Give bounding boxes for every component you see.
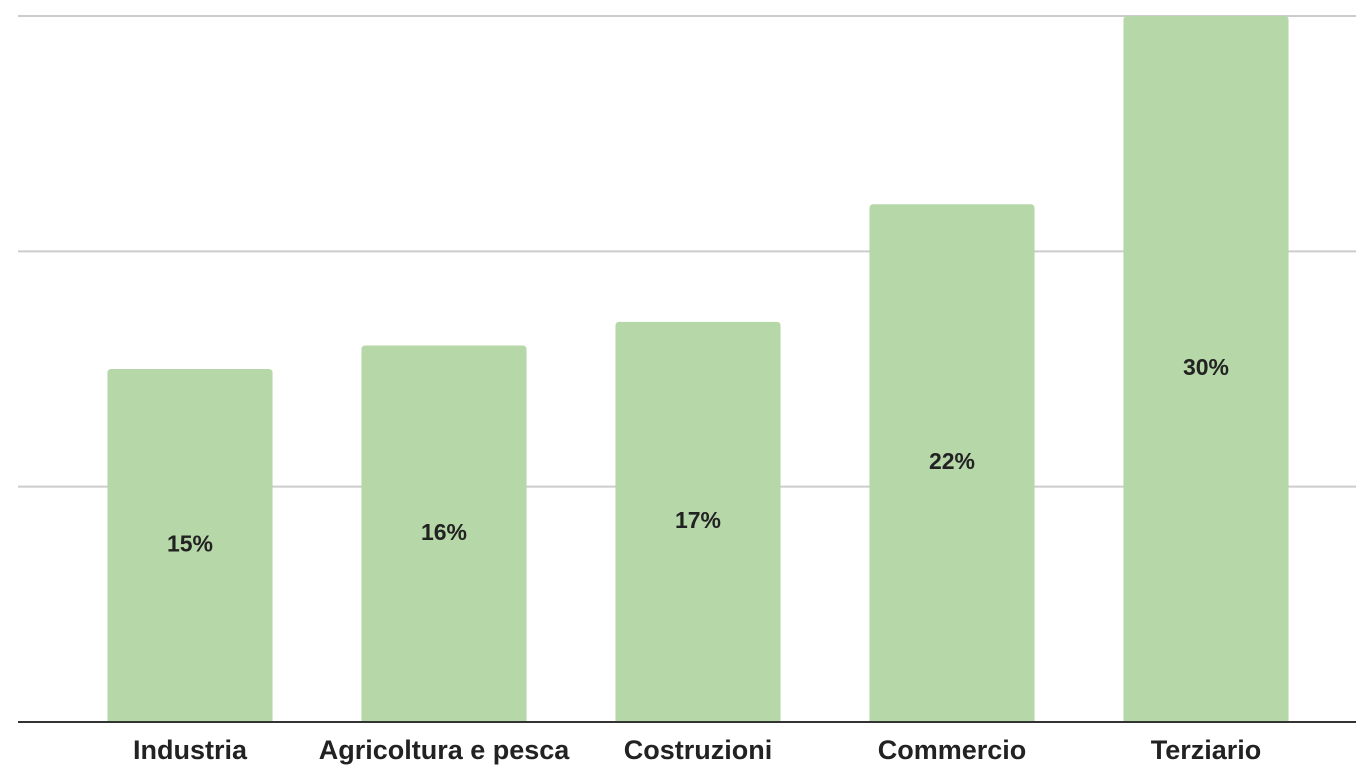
bar (869, 204, 1035, 722)
data-label: 16% (421, 519, 467, 545)
bar (1123, 16, 1289, 722)
x-tick-label: Costruzioni (624, 735, 773, 765)
x-tick-label: Agricoltura e pesca (319, 735, 571, 765)
x-tick-label: Industria (133, 735, 248, 765)
x-tick-label: Terziario (1151, 735, 1262, 765)
data-label: 15% (167, 531, 213, 557)
x-tick-label: Commercio (878, 735, 1027, 765)
bar (361, 345, 527, 722)
bar (615, 321, 781, 722)
data-label: 22% (929, 448, 975, 474)
bar (107, 369, 273, 722)
data-label: 30% (1183, 354, 1229, 380)
data-label: 17% (675, 507, 721, 533)
